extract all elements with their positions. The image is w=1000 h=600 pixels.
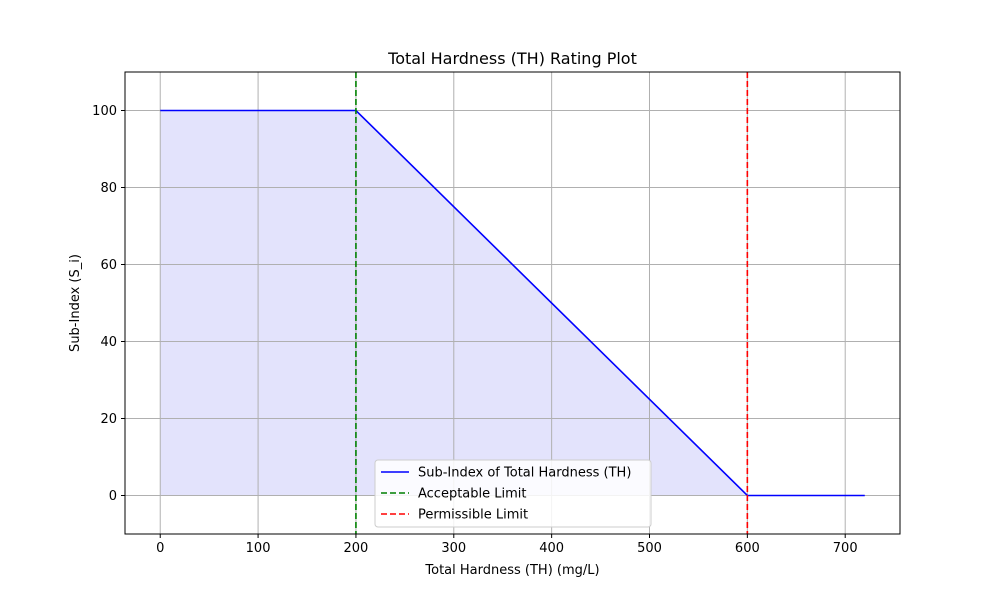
- x-tick-label: 300: [441, 541, 466, 556]
- legend-entry-acceptable-limit: Acceptable Limit: [418, 487, 527, 502]
- y-tick-label: 60: [100, 258, 117, 273]
- x-tick-label: 500: [637, 541, 662, 556]
- y-tick-label: 80: [100, 181, 117, 196]
- series-line-sub-index: [160, 109, 865, 497]
- y-tick-label: 40: [100, 335, 117, 350]
- x-tick-label: 600: [735, 541, 760, 556]
- y-tick-label: 0: [109, 489, 117, 504]
- chart-title: Total Hardness (TH) Rating Plot: [387, 49, 637, 68]
- y-axis-label: Sub-Index (S_i): [68, 254, 83, 352]
- y-tick-label: 100: [92, 104, 117, 119]
- x-tick-label: 200: [344, 541, 369, 556]
- x-tick-label: 700: [833, 541, 858, 556]
- x-axis-label: Total Hardness (TH) (mg/L): [424, 563, 599, 578]
- ticks-layer: 0 100 200 300 400 500 600 700 0 20 40 60 80 100: [92, 104, 857, 556]
- x-tick-label: 0: [156, 541, 164, 556]
- series-layer: [160, 72, 865, 534]
- x-tick-label: 400: [539, 541, 564, 556]
- legend: Sub-Index of Total Hardness (TH) Accepta…: [374, 459, 652, 528]
- x-tick-label: 100: [246, 541, 271, 556]
- plot-frame: [124, 71, 901, 535]
- y-tick-label: 20: [100, 412, 117, 427]
- legend-entry-sub-index: Sub-Index of Total Hardness (TH): [418, 466, 631, 481]
- legend-entry-permissible-limit: Permissible Limit: [418, 508, 528, 523]
- legend-box: [374, 459, 652, 528]
